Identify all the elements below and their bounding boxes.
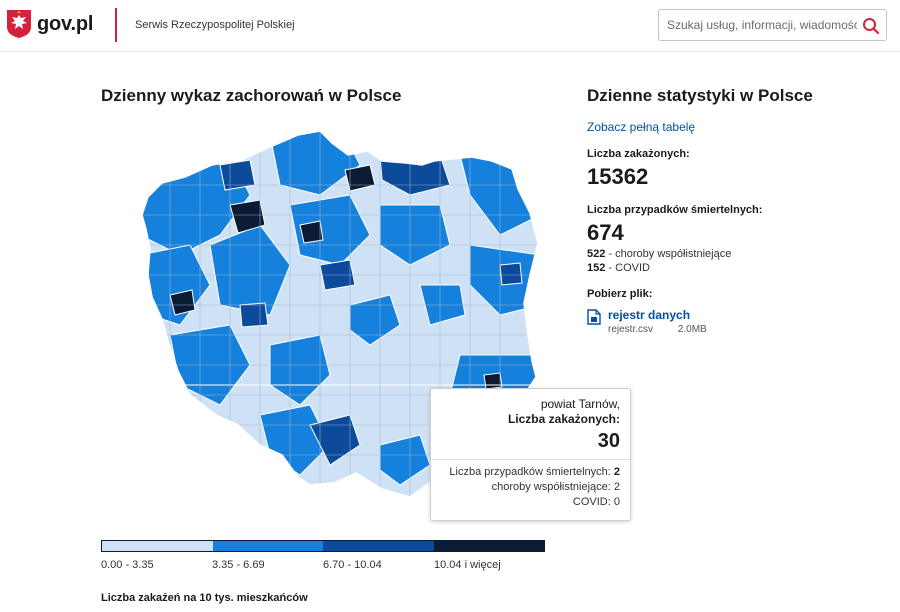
infected-value: 15362 [587, 164, 649, 189]
covid-count: 152 [587, 262, 606, 274]
file-name: rejestr.csv [608, 324, 654, 335]
comorb-row: 522 - choroby współistniejące [587, 248, 887, 260]
comorb-label: - choroby współistniejące [608, 248, 732, 260]
legend-swatch-2 [212, 541, 323, 551]
deaths-label: Liczba przypadków śmiertelnych: [587, 204, 763, 216]
tooltip-deaths-value: 2 [613, 466, 620, 478]
legend-range-1: 0.00 - 3.35 [101, 559, 154, 571]
deaths-value: 674 [587, 220, 624, 245]
legend-labels: 0.00 - 3.35 3.35 - 6.69 6.70 - 10.04 10.… [101, 559, 545, 571]
tooltip-comorb-value: 2 [613, 481, 620, 493]
full-table-link[interactable]: Zobacz pełną tabelę [587, 120, 696, 134]
header-separator [115, 8, 117, 42]
tooltip-covid-row: COVID: 0 [441, 495, 620, 510]
stats-title: Dzienne statystyki w Polsce [587, 86, 813, 105]
legend-range-2: 3.35 - 6.69 [212, 559, 265, 571]
tooltip-cases-value: 30 [597, 430, 620, 452]
tooltip-comorb-row: choroby współistniejące: 2 [441, 480, 620, 495]
covid-label: - COVID [608, 262, 650, 274]
tooltip-covid-label: COVID: [572, 496, 611, 508]
site-name: gov.pl [37, 12, 94, 35]
tooltip-county-name: powiat Tarnów, [540, 397, 620, 411]
tooltip-covid-value: 0 [613, 496, 620, 508]
tooltip-divider [431, 459, 630, 460]
map-title: Dzienny wykaz zachorowań w Polsce [101, 86, 402, 105]
infected-label: Liczba zakażonych: [587, 148, 690, 160]
search-input[interactable] [667, 10, 857, 40]
file-meta: rejestr.csv 2.0MB [608, 324, 707, 335]
map-legend: 0.00 - 3.35 3.35 - 6.69 6.70 - 10.04 10.… [101, 540, 545, 571]
poland-county-map[interactable] [120, 125, 540, 520]
legend-swatch-1 [102, 541, 213, 551]
eagle-emblem-icon [7, 10, 31, 38]
legend-range-3: 6.70 - 10.04 [323, 559, 382, 571]
file-download-link[interactable]: rejestr danych [608, 308, 691, 322]
covid-row: 152 - COVID [587, 262, 887, 274]
search-box [658, 9, 887, 41]
tooltip-comorb-label: choroby współistniejące: [491, 481, 611, 493]
comorb-count: 522 [587, 248, 606, 260]
legend-range-4: 10.04 i więcej [434, 559, 501, 571]
legend-color-scale [101, 540, 545, 552]
tooltip-deaths-row: Liczba przypadków śmiertelnych: 2 [441, 465, 620, 480]
legend-swatch-3 [323, 541, 434, 551]
download-label: Pobierz plik: [587, 288, 653, 300]
gov-logo[interactable]: gov.pl [6, 9, 93, 39]
site-header: gov.pl Serwis Rzeczypospolitej Polskiej [0, 0, 900, 52]
tooltip-cases-label: Liczba zakażonych: [507, 412, 620, 426]
legend-swatch-4 [433, 541, 544, 551]
download-item: rejestr danych rejestr.csv 2.0MB [587, 308, 887, 335]
legend-caption: Liczba zakażeń na 10 tys. mieszkańców [101, 592, 308, 604]
stats-panel: Dzienne statystyki w Polsce Zobacz pełną… [587, 86, 887, 335]
download-info: rejestr danych rejestr.csv 2.0MB [608, 308, 707, 335]
search-icon[interactable] [860, 15, 882, 37]
county-tooltip: powiat Tarnów, Liczba zakażonych: 30 Lic… [430, 388, 631, 521]
file-size: 2.0MB [677, 324, 707, 335]
site-tagline: Serwis Rzeczypospolitej Polskiej [135, 19, 295, 31]
tooltip-deaths-label: Liczba przypadków śmiertelnych: [449, 466, 611, 478]
file-icon [587, 309, 601, 325]
